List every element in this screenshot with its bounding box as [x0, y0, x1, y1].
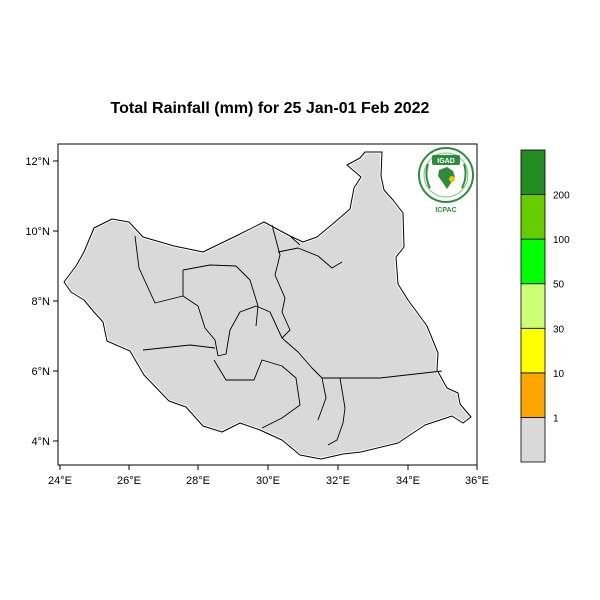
lat-label-6n: 6°N	[32, 366, 51, 378]
boundary-ces-north	[281, 337, 323, 379]
colorbar: 1 10 30 50 100 200	[520, 149, 570, 463]
colorbar-label-10: 10	[553, 369, 565, 380]
lat-label-10n: 10°N	[25, 226, 50, 238]
icpac-logo: IGAD ICPAC	[418, 147, 474, 214]
logo-laurel-left	[425, 163, 431, 189]
colorbar-bin-6	[520, 149, 546, 195]
colorbar-bin-2	[520, 327, 546, 374]
state-boundaries	[134, 224, 443, 446]
colorbar-bin-1	[520, 372, 546, 418]
lon-label-26e: 26°E	[117, 475, 141, 487]
logo-sun-icon	[449, 176, 455, 182]
boundary-lakes-north	[182, 264, 259, 327]
logo-laurel-right	[461, 163, 467, 189]
lon-label-34e: 34°E	[396, 475, 420, 487]
lon-label-28e: 28°E	[186, 475, 210, 487]
map-title: Total Rainfall (mm) for 25 Jan-01 Feb 20…	[110, 100, 430, 117]
lat-labels: 12°N 10°N 8°N 6°N 4°N	[25, 156, 50, 448]
colorbar-label-1: 1	[553, 413, 559, 424]
colorbar-label-30: 30	[553, 324, 565, 335]
lat-label-4n: 4°N	[32, 436, 51, 448]
lon-labels: 24°E 26°E 28°E 30°E 32°E 34°E 36°E	[48, 475, 489, 487]
colorbar-bin-5	[520, 194, 546, 240]
axis-ticks	[53, 160, 478, 470]
boundary-ces-ees	[327, 377, 346, 446]
boundary-lakes-ees	[213, 359, 301, 429]
lon-label-32e: 32°E	[326, 475, 350, 487]
lat-label-12n: 12°N	[25, 156, 50, 168]
lon-label-24e: 24°E	[48, 475, 72, 487]
boundary-jonglei-north	[289, 235, 301, 246]
logo-top-text: IGAD	[437, 158, 455, 165]
boundary-jonglei-east	[322, 370, 443, 379]
boundary-lakes-south	[217, 305, 257, 357]
boundary-lakes-west	[197, 305, 219, 357]
boundary-wes-north	[142, 344, 216, 351]
lon-label-36e: 36°E	[465, 475, 489, 487]
boundary-jonglei-west	[255, 305, 283, 339]
lon-label-30e: 30°E	[256, 475, 280, 487]
lat-label-8n: 8°N	[32, 296, 51, 308]
country-outline-inner	[63, 151, 472, 460]
boundary-ces-south	[317, 377, 327, 421]
colorbar-label-100: 100	[553, 235, 570, 246]
boundary-upper-nile-south	[277, 247, 343, 269]
colorbar-bin-3	[520, 283, 546, 329]
country-shape	[62, 150, 473, 461]
colorbar-bin-0	[520, 417, 546, 463]
logo-banner	[432, 155, 460, 165]
colorbar-label-200: 200	[553, 191, 570, 202]
logo-bottom-text: ICPAC	[435, 207, 456, 214]
logo-africa-icon	[438, 167, 455, 189]
colorbar-label-50: 50	[553, 280, 565, 291]
colorbar-bin-4	[520, 238, 546, 285]
boundary-upper-nile-west	[271, 224, 291, 339]
boundary-wbeg-warrap	[134, 235, 199, 307]
